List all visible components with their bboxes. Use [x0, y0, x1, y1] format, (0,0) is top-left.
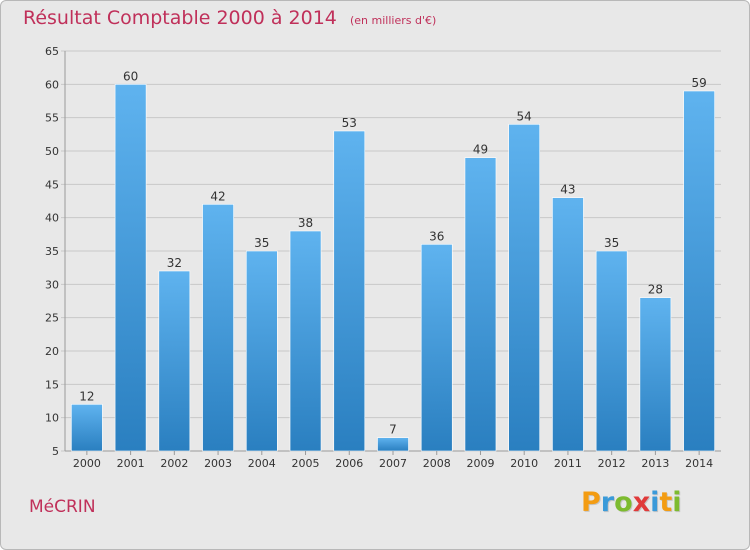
logo-letter: r — [600, 487, 615, 518]
bar-2013 — [639, 297, 672, 452]
data-label: 43 — [560, 183, 575, 197]
data-label: 38 — [298, 216, 313, 230]
data-label: 35 — [604, 236, 619, 250]
x-tick-label: 2009 — [466, 457, 494, 470]
data-label: 28 — [648, 283, 663, 297]
x-tick-label: 2010 — [510, 457, 538, 470]
x-tick-label: 2013 — [641, 457, 669, 470]
y-tick-label: 65 — [45, 45, 59, 58]
proxiti-logo: Proxiti — [581, 487, 682, 518]
logo-letter: P — [581, 487, 601, 518]
x-tick-label: 2008 — [423, 457, 451, 470]
y-tick-label: 35 — [45, 245, 59, 258]
y-tick-label: 55 — [45, 112, 59, 125]
bar-2002 — [158, 270, 191, 452]
bar-2003 — [202, 204, 234, 452]
bar-2000 — [71, 404, 103, 452]
data-label: 49 — [473, 143, 488, 157]
y-tick-label: 25 — [45, 312, 59, 325]
logo-letter: o — [614, 487, 633, 518]
x-tick-label: 2002 — [160, 457, 188, 470]
data-label: 36 — [429, 229, 444, 243]
x-tick-label: 2011 — [554, 457, 582, 470]
y-tick-label: 10 — [45, 412, 59, 425]
bar-2011 — [552, 197, 584, 452]
bar-2006 — [333, 130, 366, 452]
x-tick-label: 2006 — [335, 457, 363, 470]
data-label: 53 — [342, 116, 357, 130]
x-tick-label: 2004 — [248, 457, 276, 470]
bar-2012 — [595, 250, 628, 452]
x-tick-label: 2012 — [598, 457, 626, 470]
bar-2005 — [289, 230, 322, 452]
logo-letter: x — [632, 487, 651, 518]
commune-name: MéCRIN — [29, 497, 96, 517]
data-label: 42 — [210, 189, 225, 203]
bar-2014 — [683, 90, 715, 452]
y-tick-label: 40 — [45, 212, 59, 225]
data-label: 60 — [123, 69, 138, 83]
x-tick-label: 2001 — [117, 457, 145, 470]
x-tick-label: 2014 — [685, 457, 713, 470]
x-tick-label: 2007 — [379, 457, 407, 470]
x-tick-label: 2003 — [204, 457, 232, 470]
y-tick-label: 30 — [45, 278, 59, 291]
data-label: 35 — [254, 236, 269, 250]
x-tick-label: 2005 — [292, 457, 320, 470]
data-label: 59 — [691, 76, 706, 90]
data-label: 7 — [389, 423, 397, 437]
y-tick-label: 5 — [52, 445, 59, 458]
chart-title: Résultat Comptable 2000 à 2014 — [23, 7, 337, 29]
y-tick-label: 20 — [45, 345, 59, 358]
data-label: 32 — [167, 256, 182, 270]
x-tick-label: 2000 — [73, 457, 101, 470]
bar-2007 — [377, 437, 409, 452]
logo-letter: i — [672, 487, 682, 518]
y-tick-label: 15 — [45, 378, 59, 391]
logo-letter: i — [650, 487, 660, 518]
bar-2009 — [464, 157, 497, 452]
bar-2004 — [246, 250, 278, 452]
title-row: Résultat Comptable 2000 à 2014 (en milli… — [23, 7, 436, 29]
bar-2008 — [420, 244, 453, 452]
y-tick-label: 60 — [45, 78, 59, 91]
bar-2001 — [114, 84, 147, 452]
chart-subtitle: (en milliers d'€) — [349, 14, 437, 27]
bar-2010 — [508, 124, 541, 452]
logo-letter: t — [659, 487, 673, 518]
y-tick-label: 45 — [45, 178, 59, 191]
y-tick-label: 50 — [45, 145, 59, 158]
data-label: 54 — [517, 109, 532, 123]
data-label: 12 — [79, 389, 94, 403]
